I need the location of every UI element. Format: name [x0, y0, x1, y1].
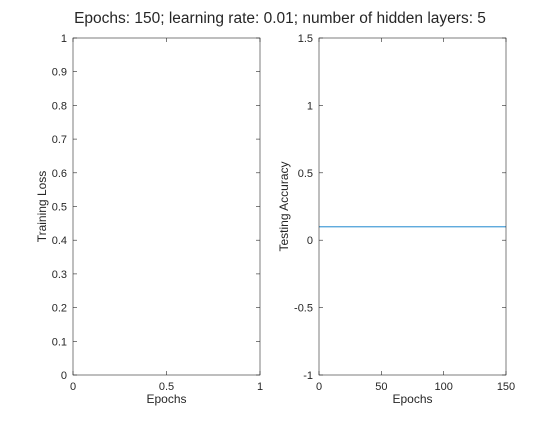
training-loss-y-tick-label: 0.8 — [52, 100, 67, 112]
training-loss-y-tick-label: 0.3 — [52, 269, 67, 281]
testing-accuracy-y-tick-label: 1 — [307, 100, 313, 112]
training-loss-x-tick-label: 0 — [70, 381, 76, 393]
training-loss-axes-box — [72, 37, 261, 376]
testing-accuracy-y-tick-label: -1 — [303, 370, 313, 382]
training-loss-y-tick-label: 0.7 — [52, 134, 67, 146]
figure-title: Epochs: 150; learning rate: 0.01; number… — [74, 10, 486, 27]
training-loss-y-tick-label: 0.6 — [52, 168, 67, 180]
training-loss-y-tick-label: 0.9 — [52, 67, 67, 79]
testing-accuracy-x-tick-label: 150 — [497, 381, 515, 393]
testing-accuracy-y-tick-label: 0.5 — [298, 168, 313, 180]
training-loss-x-tick-label: 1 — [257, 381, 263, 393]
training-loss-x-axis-label: Epochs — [146, 392, 186, 406]
testing-accuracy-axes: 0 50 100 150 -1 -0.5 0 0.5 1 1.5 Epochs Testing Acc… — [277, 33, 515, 406]
testing-accuracy-y-tick-label: 1.5 — [298, 33, 313, 45]
testing-accuracy-x-axis-label: Epochs — [392, 392, 432, 406]
testing-accuracy-x-tick-label: 100 — [434, 381, 452, 393]
training-loss-y-tick-label: 0.4 — [52, 235, 67, 247]
training-loss-y-tick-label: 0.1 — [52, 336, 67, 348]
testing-accuracy-x-tick-label: 0 — [316, 381, 322, 393]
training-loss-y-tick-label: 0 — [61, 370, 67, 382]
testing-accuracy-y-tick-label: -0.5 — [294, 303, 313, 315]
training-loss-axes: 0 0.5 1 0 0.1 0.2 0.3 0.4 0.5 0.6 0.7 0.8 0.9 1 Epochs… — [35, 33, 263, 406]
training-loss-y-tick-label: 0.2 — [52, 303, 67, 315]
testing-accuracy-axes-box — [318, 37, 507, 376]
training-loss-y-tick-label: 0.5 — [52, 202, 67, 214]
testing-accuracy-y-tick-label: 0 — [307, 235, 313, 247]
testing-accuracy-plot-area — [319, 38, 506, 375]
testing-accuracy-x-tick-label: 50 — [375, 381, 387, 393]
training-loss-plot-area — [73, 38, 260, 375]
training-loss-y-axis-label: Training Loss — [35, 171, 49, 243]
training-loss-y-tick-label: 1 — [61, 33, 67, 45]
testing-accuracy-y-axis-label: Testing Accuracy — [277, 161, 291, 251]
training-loss-x-tick-label: 0.5 — [159, 381, 174, 393]
